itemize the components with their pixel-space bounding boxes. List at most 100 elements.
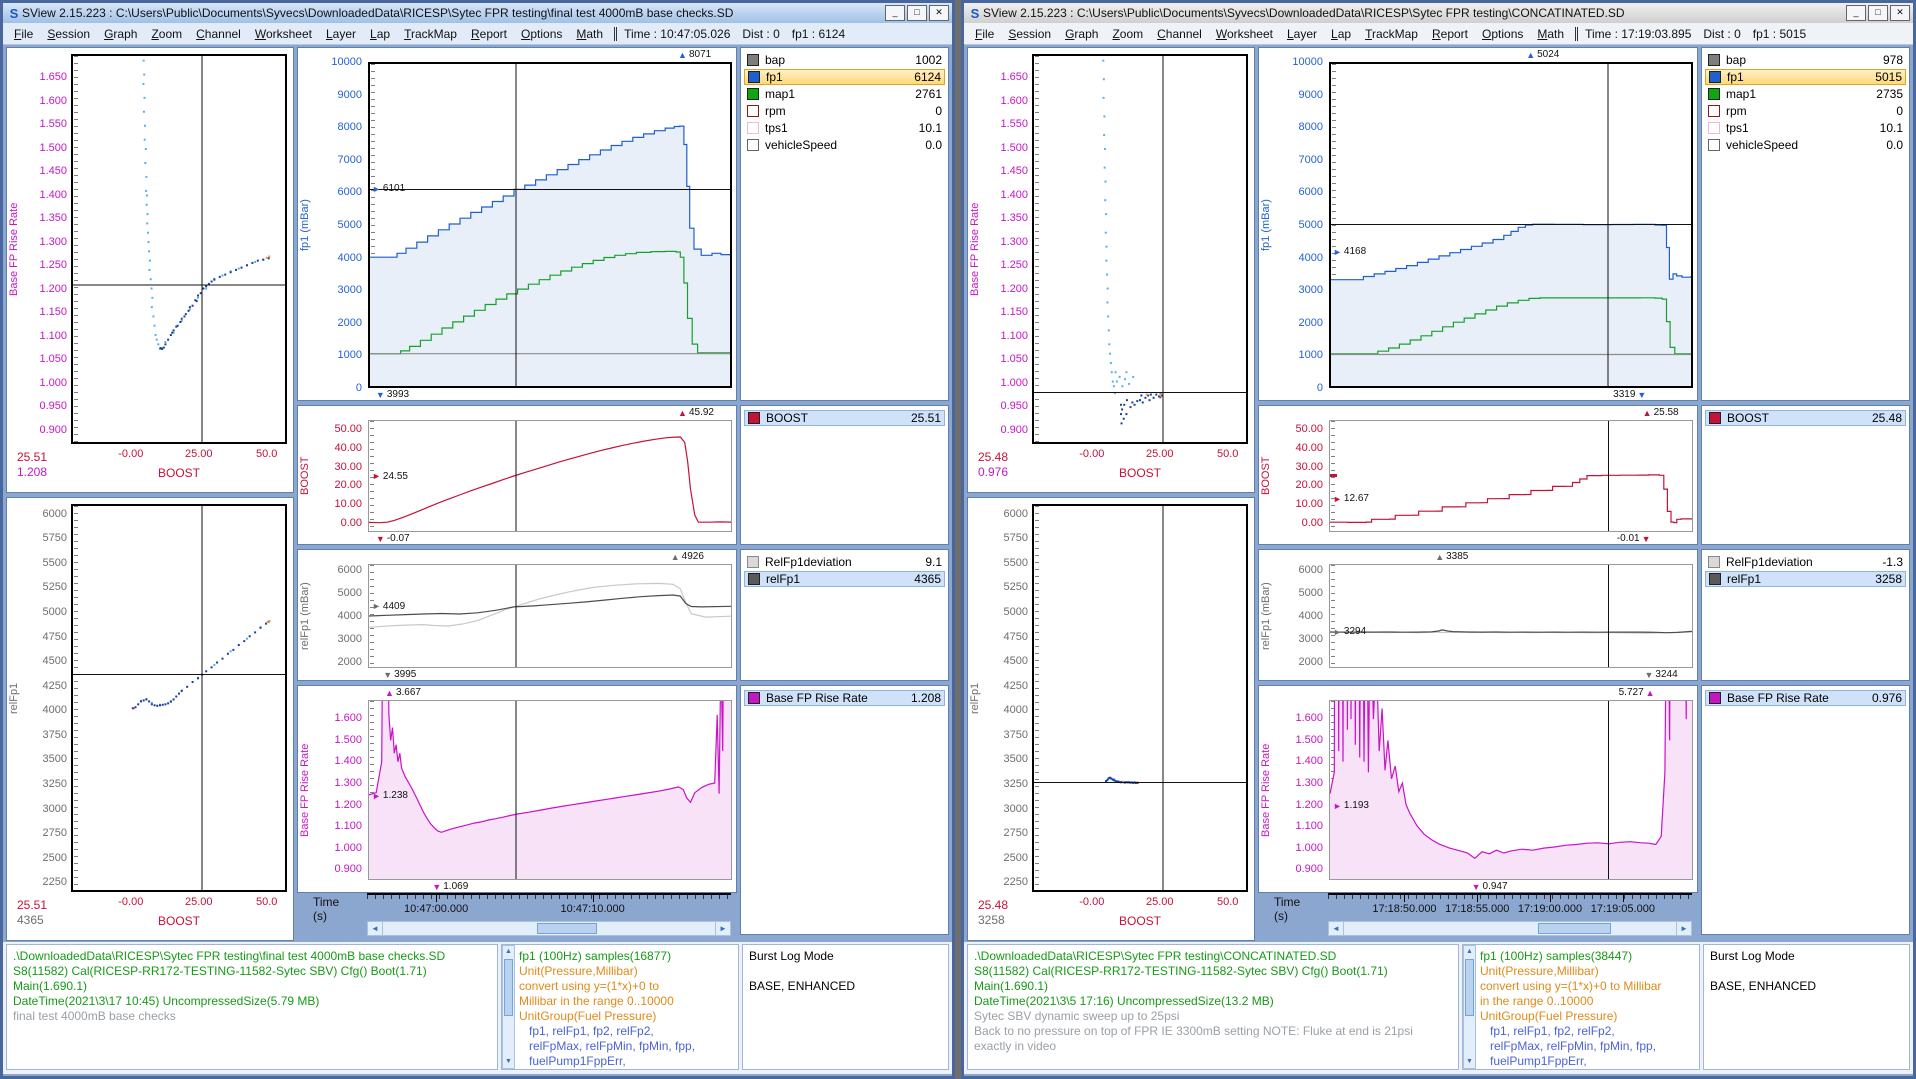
legend-row[interactable]: tps110.1 bbox=[1705, 120, 1906, 136]
legend-row[interactable]: relFp14365 bbox=[744, 571, 945, 587]
close-button[interactable]: ✕ bbox=[929, 5, 949, 21]
sview-window: SSView 2.15.223 : C:\Users\Public\Docume… bbox=[961, 0, 1916, 1079]
plot-area[interactable] bbox=[1329, 564, 1693, 668]
v-scrollbar[interactable]: ▲▼ bbox=[1463, 945, 1476, 1069]
menu-item-layer[interactable]: Layer bbox=[319, 25, 363, 43]
menu-item-channel[interactable]: Channel bbox=[1150, 25, 1209, 43]
legend-row[interactable]: vehicleSpeed0.0 bbox=[1705, 137, 1906, 153]
scroll-right-button[interactable]: ► bbox=[1676, 922, 1691, 935]
scroll-left-button[interactable]: ◄ bbox=[1329, 922, 1344, 935]
menu-item-zoom[interactable]: Zoom bbox=[1105, 25, 1150, 43]
y-tick-label: 3000 bbox=[314, 633, 362, 645]
legend-row[interactable]: bap978 bbox=[1705, 52, 1906, 68]
plot-area[interactable] bbox=[1032, 54, 1248, 444]
marker-value: 5.727 bbox=[1619, 687, 1644, 698]
legend-row[interactable]: vehicleSpeed0.0 bbox=[744, 137, 945, 153]
y-tick-label: 5000 bbox=[314, 587, 362, 599]
legend-row[interactable]: BOOST25.48 bbox=[1705, 410, 1906, 426]
menu-item-worksheet[interactable]: Worksheet bbox=[248, 25, 319, 43]
menu-item-layer[interactable]: Layer bbox=[1280, 25, 1324, 43]
menu-item-math[interactable]: Math bbox=[569, 25, 610, 43]
time-axis-title-line: Time bbox=[1274, 895, 1322, 909]
scroll-up-button[interactable]: ▲ bbox=[503, 946, 514, 958]
maximize-button[interactable]: □ bbox=[1868, 5, 1888, 21]
scroll-right-button[interactable]: ► bbox=[715, 922, 730, 935]
scroll-up-button[interactable]: ▲ bbox=[1464, 946, 1475, 958]
menu-item-graph[interactable]: Graph bbox=[1058, 25, 1105, 43]
h-scrollbar[interactable]: ◄► bbox=[367, 921, 731, 936]
time-axis-title-line: (s) bbox=[1274, 909, 1322, 923]
v-scrollbar[interactable]: ▲▼ bbox=[502, 945, 515, 1069]
channel-label: BOOST bbox=[766, 411, 808, 425]
menu-item-math[interactable]: Math bbox=[1530, 25, 1571, 43]
legend-row[interactable]: map12735 bbox=[1705, 86, 1906, 102]
scrollbar-thumb[interactable] bbox=[1465, 959, 1474, 1016]
minimize-button[interactable]: _ bbox=[1846, 5, 1866, 21]
time-axis[interactable]: 17:18:50.00017:18:55.00017:19:00.00017:1… bbox=[1328, 893, 1692, 921]
close-button[interactable]: ✕ bbox=[1890, 5, 1910, 21]
menu-item-trackmap[interactable]: TrackMap bbox=[397, 25, 464, 43]
legend-row[interactable]: Base FP Rise Rate1.208 bbox=[744, 690, 945, 706]
plot-area[interactable] bbox=[368, 564, 732, 668]
boost-graph-pane: BOOST50.0040.0030.0020.0010.000.00▲45.92… bbox=[297, 405, 737, 545]
menu-item-file[interactable]: File bbox=[968, 25, 1001, 43]
scroll-down-button[interactable]: ▼ bbox=[503, 1056, 514, 1068]
sview-window: SSView 2.15.223 : C:\Users\Public\Docume… bbox=[0, 0, 955, 1079]
menu-item-worksheet[interactable]: Worksheet bbox=[1209, 25, 1280, 43]
legend-row[interactable]: BOOST25.51 bbox=[744, 410, 945, 426]
menu-item-graph[interactable]: Graph bbox=[97, 25, 144, 43]
menu-item-channel[interactable]: Channel bbox=[189, 25, 248, 43]
plot-area[interactable] bbox=[71, 54, 287, 444]
plot-area[interactable] bbox=[1329, 420, 1693, 532]
scroll-left-button[interactable]: ◄ bbox=[368, 922, 383, 935]
legend-row[interactable]: fp15015 bbox=[1705, 69, 1906, 85]
status-value: 6124 bbox=[818, 27, 845, 41]
legend-row[interactable]: map12761 bbox=[744, 86, 945, 102]
plot-area[interactable] bbox=[1329, 62, 1693, 388]
legend-row[interactable]: Base FP Rise Rate0.976 bbox=[1705, 690, 1906, 706]
menu-item-options[interactable]: Options bbox=[1475, 25, 1530, 43]
plot-area[interactable] bbox=[368, 700, 732, 880]
scrollbar-thumb[interactable] bbox=[537, 923, 597, 934]
legend-row[interactable]: RelFp1deviation9.1 bbox=[744, 554, 945, 570]
menu-item-trackmap[interactable]: TrackMap bbox=[1358, 25, 1425, 43]
menu-item-file[interactable]: File bbox=[7, 25, 40, 43]
legend-row[interactable]: fp16124 bbox=[744, 69, 945, 85]
legend-row[interactable]: tps110.1 bbox=[744, 120, 945, 136]
legend-row[interactable]: bap1002 bbox=[744, 52, 945, 68]
menu-item-lap[interactable]: Lap bbox=[363, 25, 397, 43]
h-scrollbar[interactable]: ◄► bbox=[1328, 921, 1692, 936]
marker-top: ▲8071 bbox=[676, 48, 711, 61]
menu-item-session[interactable]: Session bbox=[1001, 25, 1058, 43]
plot-area[interactable] bbox=[368, 62, 732, 388]
plot-area[interactable] bbox=[1329, 700, 1693, 880]
scrollbar-thumb[interactable] bbox=[1538, 923, 1611, 934]
scrollbar-thumb[interactable] bbox=[504, 959, 513, 1016]
menu-item-report[interactable]: Report bbox=[1425, 25, 1475, 43]
scroll-down-button[interactable]: ▼ bbox=[1464, 1056, 1475, 1068]
menu-item-lap[interactable]: Lap bbox=[1324, 25, 1358, 43]
titlebar[interactable]: SSView 2.15.223 : C:\Users\Public\Docume… bbox=[964, 3, 1913, 23]
menu-item-zoom[interactable]: Zoom bbox=[144, 25, 189, 43]
maximize-button[interactable]: □ bbox=[907, 5, 927, 21]
legend-row[interactable]: rpm0 bbox=[744, 103, 945, 119]
status-time: Time : 17:19:03.895 bbox=[1585, 27, 1691, 41]
plot-area[interactable] bbox=[1032, 504, 1248, 892]
legend-row[interactable]: RelFp1deviation-1.3 bbox=[1705, 554, 1906, 570]
y-tick-label: 6000 bbox=[1275, 564, 1323, 576]
marker-value: 3294 bbox=[1344, 626, 1366, 637]
legend-row[interactable]: relFp13258 bbox=[1705, 571, 1906, 587]
minimize-button[interactable]: _ bbox=[885, 5, 905, 21]
menu-item-session[interactable]: Session bbox=[40, 25, 97, 43]
legend-row[interactable]: rpm0 bbox=[1705, 103, 1906, 119]
menu-item-options[interactable]: Options bbox=[514, 25, 569, 43]
x-axis-label: BOOST bbox=[158, 914, 200, 928]
marker-bottom: ▼0.947 bbox=[1470, 880, 1508, 893]
plot-area[interactable] bbox=[368, 420, 732, 532]
unit-info-panel: ▲▼fp1 (100Hz) samples(16877)Unit(Pressur… bbox=[501, 944, 739, 1070]
titlebar[interactable]: SSView 2.15.223 : C:\Users\Public\Docume… bbox=[3, 3, 952, 23]
channel-value: 4365 bbox=[914, 572, 941, 586]
time-axis[interactable]: 10:47:00.00010:47:10.000 bbox=[367, 893, 731, 921]
plot-area[interactable] bbox=[71, 504, 287, 892]
menu-item-report[interactable]: Report bbox=[464, 25, 514, 43]
